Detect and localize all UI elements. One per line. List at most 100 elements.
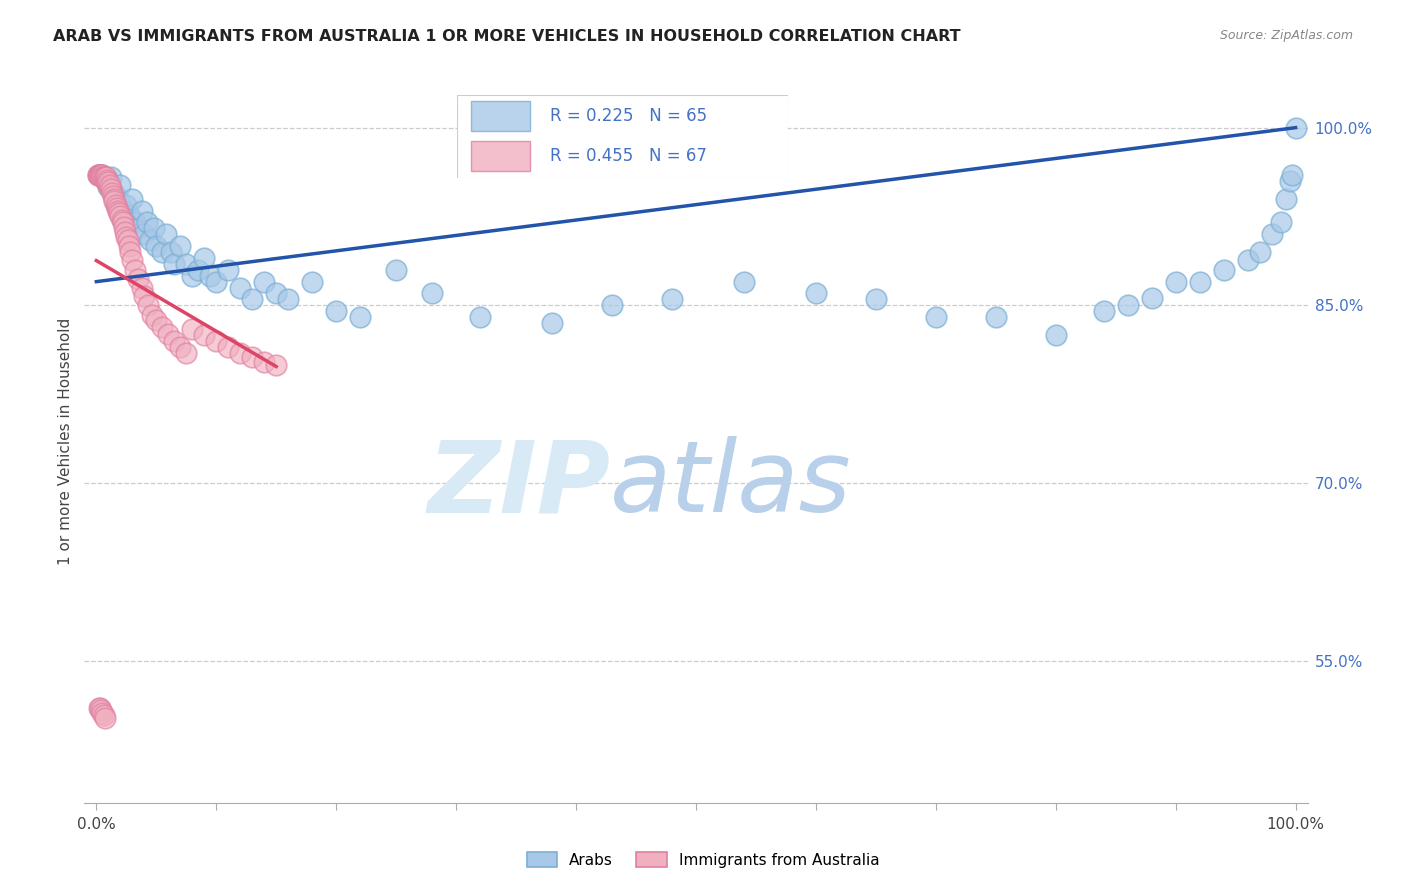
Point bbox=[94, 174, 117, 188]
Point bbox=[136, 298, 159, 312]
Point bbox=[91, 168, 114, 182]
Point bbox=[301, 275, 323, 289]
Point bbox=[217, 340, 239, 354]
Text: ARAB VS IMMIGRANTS FROM AUSTRALIA 1 OR MORE VEHICLES IN HOUSEHOLD CORRELATION CH: ARAB VS IMMIGRANTS FROM AUSTRALIA 1 OR M… bbox=[53, 29, 962, 44]
Point bbox=[127, 221, 149, 235]
Point bbox=[105, 201, 128, 215]
Point bbox=[101, 186, 124, 200]
Point bbox=[94, 174, 117, 188]
Point bbox=[86, 168, 108, 182]
Point bbox=[100, 170, 122, 185]
Point bbox=[157, 326, 180, 341]
Point bbox=[89, 168, 111, 182]
Point bbox=[865, 293, 887, 307]
Point bbox=[86, 168, 108, 182]
Point bbox=[163, 334, 186, 348]
Point bbox=[169, 239, 191, 253]
Point bbox=[150, 319, 173, 334]
Point bbox=[97, 175, 120, 189]
Point bbox=[984, 310, 1007, 325]
Point bbox=[93, 173, 117, 187]
Point bbox=[115, 229, 138, 244]
Point bbox=[600, 298, 623, 312]
Point bbox=[264, 286, 287, 301]
Point bbox=[1164, 275, 1187, 289]
Point bbox=[200, 268, 222, 283]
Point bbox=[187, 262, 209, 277]
Point bbox=[107, 203, 129, 218]
Point bbox=[181, 322, 204, 336]
Point bbox=[101, 189, 124, 203]
Point bbox=[139, 233, 162, 247]
Point bbox=[91, 168, 114, 182]
Point bbox=[118, 210, 141, 224]
Point bbox=[150, 245, 173, 260]
Point bbox=[1188, 275, 1211, 289]
Point bbox=[1249, 245, 1271, 260]
Point bbox=[141, 308, 163, 322]
Point bbox=[155, 227, 177, 242]
Point bbox=[96, 175, 118, 189]
Point bbox=[104, 197, 127, 211]
Point bbox=[169, 340, 191, 354]
Point bbox=[110, 210, 132, 224]
Point bbox=[193, 251, 215, 265]
Point bbox=[131, 203, 153, 218]
Point bbox=[1278, 174, 1301, 188]
Point bbox=[89, 701, 111, 715]
Point bbox=[121, 192, 143, 206]
Point bbox=[97, 180, 120, 194]
Point bbox=[804, 286, 827, 301]
Point bbox=[111, 215, 134, 229]
Point bbox=[264, 358, 287, 372]
Point bbox=[541, 316, 564, 330]
Point bbox=[1045, 327, 1067, 342]
Point bbox=[1260, 227, 1282, 242]
Point bbox=[117, 233, 139, 247]
Point bbox=[661, 293, 683, 307]
Point bbox=[134, 289, 156, 303]
Point bbox=[1281, 168, 1303, 182]
Point bbox=[100, 182, 122, 196]
Point bbox=[420, 286, 443, 301]
Point bbox=[325, 304, 347, 318]
Text: atlas: atlas bbox=[610, 436, 852, 533]
Point bbox=[240, 293, 263, 307]
Point bbox=[277, 293, 299, 307]
Point bbox=[127, 272, 149, 286]
Point bbox=[134, 227, 156, 242]
Point bbox=[135, 215, 157, 229]
Point bbox=[111, 203, 134, 218]
Text: ZIP: ZIP bbox=[427, 436, 610, 533]
Point bbox=[103, 186, 125, 200]
Point bbox=[253, 355, 276, 369]
Point bbox=[110, 213, 132, 227]
Y-axis label: 1 or more Vehicles in Household: 1 or more Vehicles in Household bbox=[58, 318, 73, 566]
Point bbox=[1275, 192, 1298, 206]
Point bbox=[174, 345, 197, 359]
Point bbox=[159, 245, 181, 260]
Point bbox=[87, 168, 110, 182]
Point bbox=[121, 253, 143, 268]
Point bbox=[145, 312, 167, 326]
Point bbox=[93, 170, 117, 185]
Point bbox=[87, 168, 110, 182]
Point bbox=[93, 708, 115, 723]
Point bbox=[1092, 304, 1115, 318]
Point bbox=[131, 280, 153, 294]
Point bbox=[253, 275, 276, 289]
Point bbox=[94, 170, 117, 185]
Point bbox=[107, 192, 129, 206]
Point bbox=[118, 239, 141, 253]
Point bbox=[240, 351, 263, 365]
Point bbox=[90, 703, 112, 717]
Point bbox=[96, 173, 118, 187]
Point bbox=[118, 245, 141, 260]
Point bbox=[103, 194, 125, 208]
Point bbox=[90, 168, 112, 182]
Point bbox=[349, 310, 371, 325]
Point bbox=[91, 706, 114, 720]
Legend: Arabs, Immigrants from Australia: Arabs, Immigrants from Australia bbox=[520, 846, 886, 873]
Point bbox=[205, 275, 228, 289]
Text: Source: ZipAtlas.com: Source: ZipAtlas.com bbox=[1219, 29, 1353, 42]
